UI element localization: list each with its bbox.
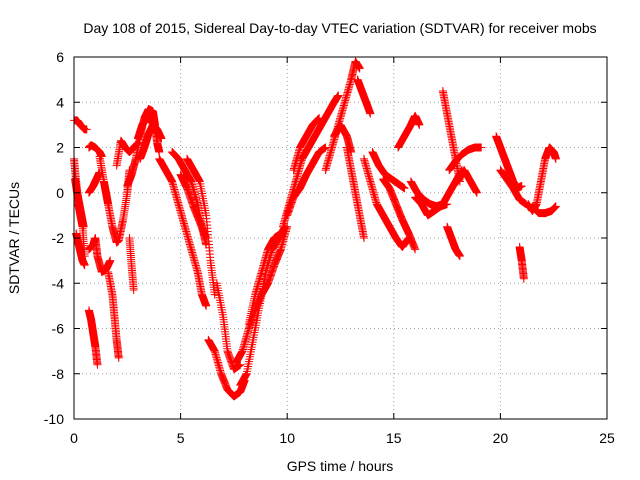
data-point-markers	[283, 143, 330, 220]
data-series	[515, 243, 528, 283]
data-series	[353, 75, 375, 118]
data-series	[244, 229, 285, 328]
x-tick-label: 20	[493, 430, 509, 446]
data-point-markers	[155, 154, 211, 310]
x-axis-label: GPS time / hours	[287, 458, 394, 474]
data-point-markers	[445, 143, 486, 175]
data-point-markers	[394, 111, 424, 152]
data-series	[453, 166, 481, 197]
data-point-markers	[289, 114, 324, 175]
data-series	[406, 166, 467, 211]
data-point-markers	[342, 143, 368, 242]
data-point-markers	[112, 136, 142, 170]
y-axis-label: SDTVAR / TECUs	[6, 182, 22, 294]
data-series	[95, 152, 134, 247]
data-point-markers	[496, 166, 530, 209]
data-series	[71, 175, 88, 231]
data-point-markers	[406, 166, 467, 211]
data-series	[176, 170, 211, 242]
data-series	[443, 222, 464, 261]
data-point-markers	[95, 152, 134, 247]
data-point-markers	[359, 154, 413, 252]
y-tick-label: -6	[52, 321, 65, 337]
data-point-markers	[528, 202, 560, 218]
data-series	[283, 143, 330, 220]
data-series	[104, 267, 123, 362]
y-tick-label: -2	[52, 230, 65, 246]
data-series	[496, 166, 530, 209]
data-point-markers	[411, 193, 452, 220]
data-series	[528, 202, 560, 218]
x-tick-label: 25	[599, 430, 615, 446]
chart-title: Day 108 of 2015, Sidereal Day-to-day VTE…	[83, 20, 596, 36]
data-series	[112, 136, 142, 170]
data-series	[394, 111, 424, 152]
x-tick-label: 0	[70, 430, 78, 446]
data-point-markers	[204, 335, 249, 401]
data-layer	[70, 57, 560, 401]
data-point-markers	[104, 267, 123, 362]
y-tick-label: -8	[52, 366, 65, 382]
data-point-markers	[84, 234, 115, 276]
data-point-markers	[182, 154, 219, 299]
data-series	[136, 120, 166, 163]
x-tick-label: 15	[386, 430, 402, 446]
y-tick-label: 2	[56, 140, 64, 156]
data-point-markers	[84, 306, 102, 369]
data-series	[445, 143, 486, 175]
data-point-markers	[368, 148, 409, 193]
data-series	[492, 132, 526, 193]
plot-frame	[73, 56, 608, 420]
data-series	[84, 234, 115, 276]
data-series	[182, 154, 219, 299]
data-series	[379, 175, 420, 254]
data-series	[368, 148, 409, 193]
data-series	[70, 116, 91, 134]
y-tick-label: 0	[56, 185, 64, 201]
y-tick-label: -10	[44, 411, 64, 427]
data-point-markers	[70, 116, 91, 134]
data-series	[204, 335, 249, 401]
data-series	[342, 143, 368, 242]
x-tick-label: 10	[279, 430, 295, 446]
y-tick-label: 6	[56, 49, 64, 65]
data-point-markers	[492, 132, 526, 193]
data-series	[289, 114, 324, 175]
y-tick-label: -4	[52, 275, 65, 291]
data-series	[212, 279, 245, 374]
data-series	[155, 154, 211, 310]
data-point-markers	[84, 141, 106, 161]
data-point-markers	[71, 175, 88, 231]
data-point-markers	[212, 279, 245, 374]
data-point-markers	[353, 75, 375, 118]
data-series	[411, 193, 452, 220]
data-point-markers	[72, 229, 89, 270]
data-point-markers	[125, 234, 138, 295]
data-point-markers	[176, 170, 211, 242]
data-point-markers	[443, 222, 464, 261]
data-point-markers	[136, 120, 166, 163]
data-series	[359, 154, 413, 252]
data-series	[125, 234, 138, 295]
data-point-markers	[379, 175, 420, 254]
y-tick-label: 4	[56, 94, 64, 110]
data-point-markers	[453, 166, 481, 197]
x-tick-label: 5	[177, 430, 185, 446]
data-series	[72, 229, 89, 270]
data-series	[84, 306, 102, 369]
data-series	[84, 141, 106, 161]
data-point-markers	[515, 243, 528, 283]
data-point-markers	[244, 229, 285, 328]
